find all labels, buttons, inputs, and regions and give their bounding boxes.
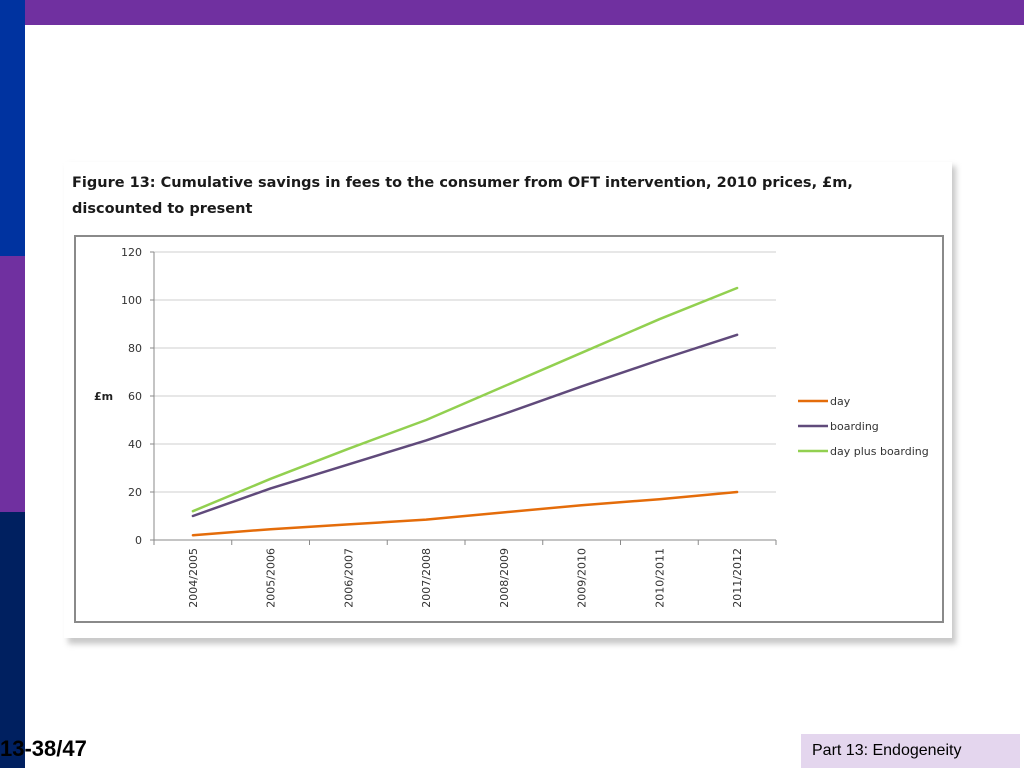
side-accent-middle — [0, 256, 25, 512]
y-tick-label: 100 — [121, 294, 142, 307]
y-tick-label: 0 — [135, 534, 142, 547]
line-chart: 0 20 40 60 80 100 120 £m 2004/2005 2005/2006 2006/… — [94, 246, 929, 608]
y-tick-label: 120 — [121, 246, 142, 259]
top-accent-bar — [0, 0, 1024, 25]
y-tick-label: 20 — [128, 486, 142, 499]
chart-frame: 0 20 40 60 80 100 120 £m 2004/2005 2005/2006 2006/… — [74, 235, 944, 623]
legend-label: boarding — [830, 420, 879, 433]
y-axis-label: £m — [94, 390, 113, 403]
side-accent-top — [0, 0, 25, 256]
x-tick-label: 2005/2006 — [265, 548, 278, 608]
x-tick-label: 2011/2012 — [731, 548, 744, 608]
y-tick-label: 40 — [128, 438, 142, 451]
y-tick-label: 60 — [128, 390, 142, 403]
side-accent-bottom — [0, 512, 25, 768]
series-line-boarding — [191, 333, 739, 518]
x-tick-label: 2009/2010 — [576, 548, 589, 608]
x-tick-label: 2004/2005 — [187, 548, 200, 608]
x-tick-label: 2006/2007 — [342, 548, 355, 608]
figure-card: Figure 13: Cumulative savings in fees to… — [64, 162, 952, 638]
x-tick-label: 2010/2011 — [653, 548, 666, 608]
x-tick-label: 2007/2008 — [420, 548, 433, 608]
y-tick-label: 80 — [128, 342, 142, 355]
series-line-day-plus-boarding — [191, 286, 739, 513]
figure-title: Figure 13: Cumulative savings in fees to… — [72, 175, 853, 217]
x-tick-label: 2008/2009 — [498, 548, 511, 608]
series-line-day — [191, 490, 739, 537]
slide-number: 13-38/47 — [0, 736, 87, 761]
legend-label: day — [830, 395, 851, 408]
section-label: Part 13: Endogeneity — [801, 734, 1020, 768]
legend-label: day plus boarding — [830, 445, 929, 458]
